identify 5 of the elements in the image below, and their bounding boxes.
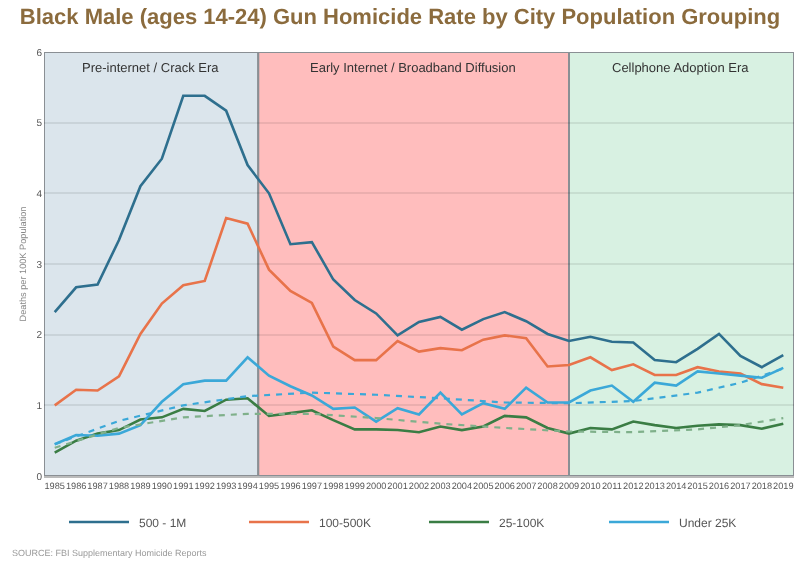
- line-series: [53, 412, 785, 449]
- line-series: [53, 94, 785, 369]
- line-series: [53, 396, 785, 454]
- line-series: [53, 216, 785, 407]
- chart-title: Black Male (ages 14-24) Gun Homicide Rate by City Population Grouping: [19, 5, 781, 30]
